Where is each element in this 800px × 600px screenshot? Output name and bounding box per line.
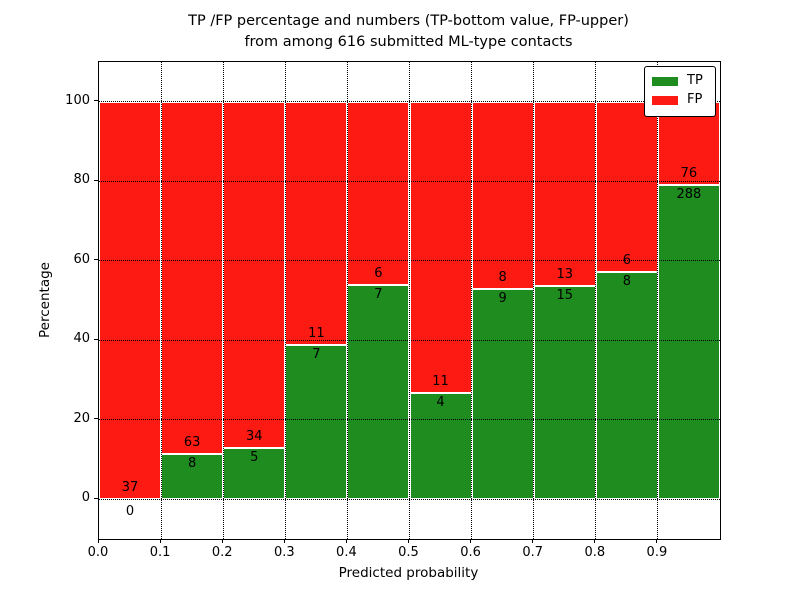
chart-title-line2: from among 616 submitted ML-type contact… xyxy=(244,34,573,50)
y-axis-label: Percentage xyxy=(37,262,53,338)
v-gridline xyxy=(471,62,473,539)
fp-count-label: 34 xyxy=(245,429,263,445)
bar-segment-tp xyxy=(471,288,534,500)
bar-segment-fp xyxy=(285,101,348,345)
legend-swatch-tp xyxy=(652,76,678,86)
x-tick-label: 0.2 xyxy=(211,545,233,560)
fp-count-label: 6 xyxy=(622,253,631,269)
bar-segment-tp xyxy=(409,393,472,500)
v-gridline xyxy=(346,62,348,539)
bar-segment-tp xyxy=(533,286,596,500)
tp-count-label: 5 xyxy=(250,450,259,466)
plot-area: 37 0 63 8 34 5 11 7 6 7 11 4 8 9 13 15 6 8 76 288 xyxy=(98,61,721,540)
fp-count-label: 11 xyxy=(432,374,449,390)
y-tick-mark xyxy=(94,418,98,420)
chart-title: TP /FP percentage and numbers (TP-bottom… xyxy=(98,11,719,53)
legend-row-fp: FP xyxy=(652,93,708,107)
legend-row-tp: TP xyxy=(652,74,708,88)
v-gridline xyxy=(222,62,224,539)
x-tick-mark xyxy=(221,539,223,543)
chart-title-line1: TP /FP percentage and numbers (TP-bottom… xyxy=(188,13,629,29)
x-tick-mark xyxy=(345,539,347,543)
fp-count-label: 37 xyxy=(121,480,139,496)
bar-segment-fp xyxy=(99,101,162,500)
v-gridline xyxy=(533,62,535,539)
y-tick-label: 40 xyxy=(73,331,90,347)
v-gridline xyxy=(160,62,162,539)
x-tick-label: 0.5 xyxy=(398,545,419,560)
bar-segment-tp xyxy=(223,448,286,500)
tp-count-label: 8 xyxy=(622,274,631,290)
tp-count-label: 15 xyxy=(556,288,573,304)
tp-count-label: 288 xyxy=(676,186,702,202)
y-tick-mark xyxy=(94,179,98,181)
v-gridline xyxy=(409,62,410,539)
bar-segment-tp xyxy=(657,184,720,500)
bar-segment-fp xyxy=(409,101,472,394)
y-tick-mark xyxy=(94,259,98,261)
x-tick-label: 0.8 xyxy=(584,545,606,560)
y-tick-mark xyxy=(94,497,98,499)
bar-segment-tp xyxy=(285,344,348,500)
tp-count-label: 0 xyxy=(125,504,135,520)
x-tick-mark xyxy=(283,539,285,543)
tp-count-label: 8 xyxy=(188,456,197,472)
y-tick-label: 100 xyxy=(65,92,90,108)
x-tick-label: 0.7 xyxy=(522,545,544,560)
fp-count-label: 6 xyxy=(374,266,383,282)
h-gridline xyxy=(99,339,720,341)
x-tick-label: 0.0 xyxy=(87,545,109,560)
v-gridline xyxy=(657,62,659,539)
fp-count-label: 13 xyxy=(556,267,573,283)
x-tick-label: 0.4 xyxy=(336,545,357,560)
fp-count-label: 11 xyxy=(308,325,325,341)
x-tick-mark xyxy=(532,539,534,543)
y-tick-label: 60 xyxy=(73,251,90,267)
y-tick-mark xyxy=(94,338,98,340)
h-gridline xyxy=(99,101,720,103)
x-tick-label: 0.9 xyxy=(646,545,668,560)
legend: TP FP xyxy=(644,66,716,117)
bar-segment-fp xyxy=(223,101,286,449)
y-tick-mark xyxy=(94,100,98,102)
h-gridline xyxy=(99,419,720,421)
bar-segment-fp xyxy=(533,101,596,287)
x-tick-mark xyxy=(594,539,596,543)
bar-segment-fp xyxy=(161,101,224,455)
tp-count-label: 7 xyxy=(312,346,321,362)
legend-label-tp: TP xyxy=(687,73,703,88)
bar-segment-tp xyxy=(595,272,658,500)
legend-label-fp: FP xyxy=(687,92,703,107)
tp-count-label: 7 xyxy=(374,287,383,303)
x-tick-mark xyxy=(470,539,472,543)
fp-count-label: 8 xyxy=(498,269,507,285)
v-gridline xyxy=(595,62,597,539)
h-gridline xyxy=(99,498,720,500)
legend-swatch-fp xyxy=(652,95,678,105)
x-tick-label: 0.3 xyxy=(273,545,295,560)
tp-count-label: 4 xyxy=(436,395,445,411)
bar-segment-tp xyxy=(161,454,224,500)
x-tick-mark xyxy=(97,539,99,543)
y-tick-label: 0 xyxy=(81,490,90,506)
fp-count-label: 63 xyxy=(183,435,201,451)
x-tick-mark xyxy=(408,539,409,543)
x-tick-label: 0.1 xyxy=(149,545,171,560)
h-gridline xyxy=(99,260,720,262)
x-tick-mark xyxy=(656,539,658,543)
y-tick-label: 80 xyxy=(73,172,90,188)
bar-segment-fp xyxy=(471,101,534,289)
y-tick-label: 20 xyxy=(73,410,90,426)
fp-count-label: 76 xyxy=(680,165,698,181)
v-gridline xyxy=(284,62,286,539)
x-tick-label: 0.6 xyxy=(460,545,481,560)
bar-segment-tp xyxy=(347,285,410,500)
h-gridline xyxy=(99,180,720,182)
x-axis-label: Predicted probability xyxy=(338,565,479,581)
bar-segment-fp xyxy=(347,101,410,286)
bar-segment-fp xyxy=(595,101,658,273)
tp-count-label: 9 xyxy=(498,290,507,306)
x-tick-mark xyxy=(159,539,161,543)
